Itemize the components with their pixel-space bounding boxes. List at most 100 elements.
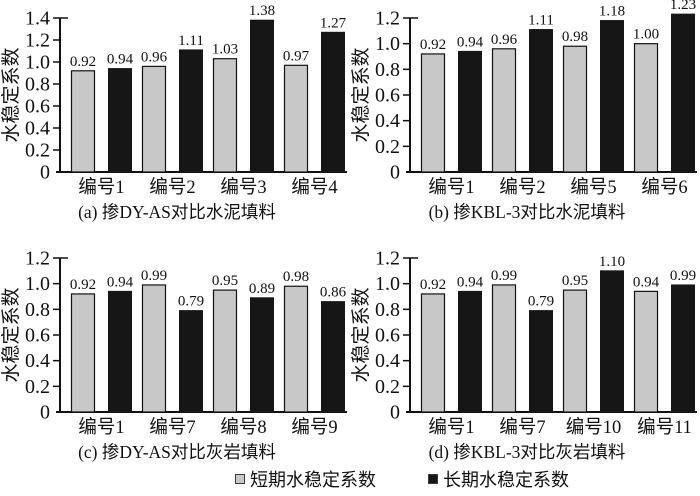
x-category-label: 编号8 <box>220 417 266 438</box>
x-category-label: 编号10 <box>566 417 622 438</box>
x-category-label: 编号1 <box>428 177 474 198</box>
x-category-label: 编号2 <box>499 177 545 198</box>
y-tick-label: 0.4 <box>25 118 50 140</box>
bar-value-label: 0.89 <box>249 281 275 297</box>
y-tick-label: 0.6 <box>375 325 400 347</box>
bar-short-term <box>491 48 517 173</box>
x-category-label: 编号2 <box>149 177 195 198</box>
y-axis-title: 水稳定系数 <box>350 287 372 382</box>
bar-value-label: 0.94 <box>457 34 484 50</box>
bar-value-label: 0.92 <box>70 277 96 293</box>
y-tick-label: 0.6 <box>25 96 50 118</box>
y-tick-label: 1.0 <box>25 52 50 74</box>
chart-b-caption: (b) 掺KBL-3对比水泥填料 <box>428 202 626 222</box>
bar-short-term <box>70 70 96 173</box>
bar-value-label: 1.23 <box>670 0 696 13</box>
bar-long-term <box>321 301 345 413</box>
chart-d-panel: 水稳定系数 0 0.2 0.4 0.6 0.8 1.0 1.2 0.92 0.94 编号1 0.99 0… <box>350 240 700 462</box>
x-category-label: 编号3 <box>220 177 266 198</box>
bar-short-term <box>633 290 659 413</box>
bar-value-label: 0.95 <box>562 273 588 289</box>
y-tick-label: 1.4 <box>25 8 50 30</box>
y-tick-label: 0 <box>40 402 50 424</box>
y-tick-label: 0.8 <box>25 74 50 96</box>
x-category-label: 编号9 <box>291 417 337 438</box>
bar-short-term <box>562 45 588 173</box>
bar-value-label: 0.95 <box>212 273 238 289</box>
bar-long-term <box>671 284 695 413</box>
bar-value-label: 1.00 <box>633 27 659 43</box>
bar-long-term <box>529 29 553 173</box>
y-tick-label: 0.4 <box>375 110 400 132</box>
y-tick-label: 0 <box>390 162 400 184</box>
bar-value-label: 1.18 <box>599 4 625 20</box>
chart-b-plot: 水稳定系数 0 0.2 0.4 0.6 0.8 1.0 1.2 0.92 0.94 编号1 0.96 1… <box>350 0 698 200</box>
bar-long-term <box>458 290 482 413</box>
bar-short-term <box>212 58 238 173</box>
bar-short-term <box>562 289 588 413</box>
bar-long-term <box>250 297 274 413</box>
x-category-label: 编号4 <box>291 177 337 198</box>
bar-value-label: 0.99 <box>141 268 167 284</box>
bar-value-label: 0.97 <box>283 48 310 64</box>
chart-a-plot: 水稳定系数 0 0.2 0.4 0.6 0.8 1.0 1.2 1.4 0.92 0.94 编号1 0.… <box>0 0 348 200</box>
y-tick-label: 0.2 <box>25 140 50 162</box>
bar-value-label: 0.86 <box>320 285 347 301</box>
bar-long-term <box>600 20 624 173</box>
x-category-label: 编号1 <box>78 417 124 438</box>
legend-label-long-term: 长期水稳定系数 <box>443 470 569 490</box>
x-category-label: 编号7 <box>499 417 545 438</box>
bar-value-label: 0.98 <box>283 269 309 285</box>
y-tick-label: 0.4 <box>25 350 50 372</box>
bar-short-term <box>141 65 167 173</box>
bar-short-term <box>491 284 517 413</box>
x-category-label: 编号7 <box>149 417 195 438</box>
bar-value-label: 0.96 <box>141 49 168 65</box>
bar-long-term <box>600 270 624 413</box>
bar-long-term <box>108 68 132 173</box>
bar-value-label: 1.11 <box>528 13 554 29</box>
bar-value-label: 0.99 <box>491 268 517 284</box>
bar-value-label: 0.94 <box>107 274 134 290</box>
legend-item-short-term: 短期水稳定系数 <box>235 466 376 492</box>
y-tick-label: 0.2 <box>25 376 50 398</box>
y-tick-label: 0.8 <box>25 299 50 321</box>
bar-value-label: 1.03 <box>212 42 238 58</box>
bar-value-label: 1.27 <box>320 15 347 31</box>
x-category-label: 编号1 <box>428 417 474 438</box>
chart-a-panel: 水稳定系数 0 0.2 0.4 0.6 0.8 1.0 1.2 1.4 0.92 0.94 编号1 0.… <box>0 0 350 240</box>
bar-value-label: 0.96 <box>491 32 518 48</box>
y-tick-label: 0 <box>390 402 400 424</box>
chart-c-panel: 水稳定系数 0 0.2 0.4 0.6 0.8 1.0 1.2 0.92 0.94 编号1 0.99 0… <box>0 240 350 462</box>
y-tick-label: 0.4 <box>375 350 400 372</box>
y-axis-title: 水稳定系数 <box>350 47 372 142</box>
chart-c-caption: (c) 掺DY-AS对比灰岩填料 <box>78 442 276 462</box>
short-term-swatch-icon <box>235 474 245 484</box>
bar-value-label: 0.79 <box>178 294 204 310</box>
bar-short-term <box>633 43 659 173</box>
bar-value-label: 0.94 <box>107 52 134 68</box>
y-tick-label: 1.2 <box>25 30 50 52</box>
chart-a-caption: (a) 掺DY-AS对比水泥填料 <box>78 202 276 222</box>
bar-long-term <box>321 31 345 173</box>
legend-item-long-term: 长期水稳定系数 <box>428 466 569 492</box>
y-tick-label: 0.8 <box>375 59 400 81</box>
long-term-swatch-icon <box>428 474 438 484</box>
x-category-label: 编号11 <box>637 417 692 438</box>
bar-short-term <box>420 53 446 173</box>
y-tick-label: 1.0 <box>25 273 50 295</box>
bar-value-label: 1.11 <box>178 33 204 49</box>
y-tick-label: 1.2 <box>375 8 400 30</box>
chart-d-canvas: 水稳定系数 0 0.2 0.4 0.6 0.8 1.0 1.2 0.92 0.94 编号1 0.99 0… <box>350 248 697 438</box>
chart-b-canvas: 水稳定系数 0 0.2 0.4 0.6 0.8 1.0 1.2 0.92 0.94 编号1 0.96 1… <box>350 0 697 198</box>
y-tick-label: 1.2 <box>375 248 400 270</box>
y-tick-label: 0.2 <box>375 376 400 398</box>
chart-b-panel: 水稳定系数 0 0.2 0.4 0.6 0.8 1.0 1.2 0.92 0.94 编号1 0.96 1… <box>350 0 700 240</box>
bar-long-term <box>458 50 482 173</box>
bar-short-term <box>212 289 238 413</box>
bar-value-label: 0.94 <box>633 274 660 290</box>
y-tick-label: 0.8 <box>375 299 400 321</box>
bar-short-term <box>70 293 96 413</box>
bar-long-term <box>529 310 553 413</box>
